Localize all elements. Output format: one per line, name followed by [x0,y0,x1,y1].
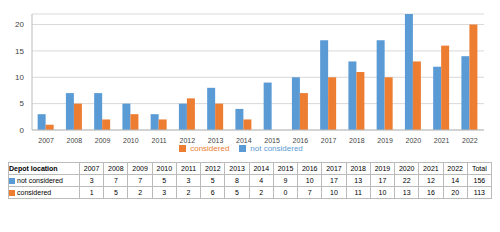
html-text:17: 17 [330,177,338,184]
html-text:2: 2 [138,189,142,196]
svg-text:2009: 2009 [95,137,111,144]
svg-text:2021: 2021 [434,137,450,144]
html-text:4: 4 [259,177,264,184]
html-text:12: 12 [427,177,435,184]
html-text:considered: considered [190,144,230,153]
html-text:2007: 2007 [83,165,100,172]
html-text:2019: 2019 [374,165,391,172]
svg-text:2011: 2011 [152,137,167,144]
html-text:113: 113 [473,189,485,196]
html-text:2: 2 [186,189,191,196]
html-text:7: 7 [113,177,118,184]
html-text:2009: 2009 [132,165,148,172]
html-text:17: 17 [378,177,387,184]
html-text:2: 2 [259,189,264,196]
html-text:2011: 2011 [181,165,197,172]
html-text:10: 10 [330,189,338,196]
svg-text:2015: 2015 [264,137,280,144]
html-text:1: 1 [89,189,94,196]
html-text:2017: 2017 [326,165,342,172]
html-text:6: 6 [210,189,215,196]
html-text:20: 20 [451,189,459,196]
svg-text:2007: 2007 [38,137,54,144]
html-text:2020: 2020 [398,165,415,172]
svg-text:2013: 2013 [208,137,224,144]
svg-text:5: 5 [20,99,25,108]
svg-text:2012: 2012 [180,137,196,144]
html-text:not considered: not considered [17,177,63,184]
html-text:0: 0 [283,189,288,196]
svg-text:2014: 2014 [236,137,252,144]
svg-text:10: 10 [15,73,24,82]
html-text:13: 13 [402,189,411,196]
html-text:considered: considered [17,189,52,196]
html-text:2022: 2022 [447,165,463,172]
html-text:14: 14 [451,177,459,184]
html-text:13: 13 [354,177,363,184]
html-text:2010: 2010 [156,165,173,172]
html-text:3: 3 [186,177,191,184]
html-text:8: 8 [235,177,239,184]
html-text:2018: 2018 [350,165,366,172]
svg-text:2016: 2016 [293,137,309,144]
svg-text:2020: 2020 [406,137,422,144]
html-text:2016: 2016 [301,165,318,172]
svg-text:2017: 2017 [321,137,337,144]
svg-text:15: 15 [15,47,24,56]
html-text:10: 10 [305,177,314,184]
html-text:2013: 2013 [229,165,245,172]
html-text:7: 7 [307,189,312,196]
svg-text:2018: 2018 [349,137,365,144]
html-text:156: 156 [473,177,486,184]
html-text:10: 10 [378,189,387,196]
html-text:9: 9 [283,177,288,184]
html-text:2015: 2015 [277,165,294,172]
svg-text:2019: 2019 [377,137,393,144]
html-text:5: 5 [210,177,215,184]
html-text:not considered: not considered [250,144,303,153]
svg-text:2008: 2008 [67,137,83,144]
html-text:2008: 2008 [108,165,124,172]
html-text:11: 11 [354,189,362,196]
html-text:16: 16 [427,189,435,196]
html-text:22: 22 [402,177,411,184]
html-text:5: 5 [113,189,118,196]
html-text:Total: Total [472,165,487,172]
html-text:2021: 2021 [423,165,439,172]
html-text:Depot location: Depot location [9,165,58,172]
svg-text:2010: 2010 [123,137,139,144]
svg-text:2022: 2022 [462,137,478,144]
html-text:5: 5 [235,189,239,196]
svg-text:0: 0 [20,126,25,135]
html-text:2012: 2012 [205,165,221,172]
html-text:2014: 2014 [253,165,269,172]
html-text:5: 5 [162,177,167,184]
svg-text:20: 20 [15,20,24,29]
html-text:3: 3 [89,177,94,184]
html-text:3: 3 [162,189,167,196]
html-text:7: 7 [138,177,142,184]
